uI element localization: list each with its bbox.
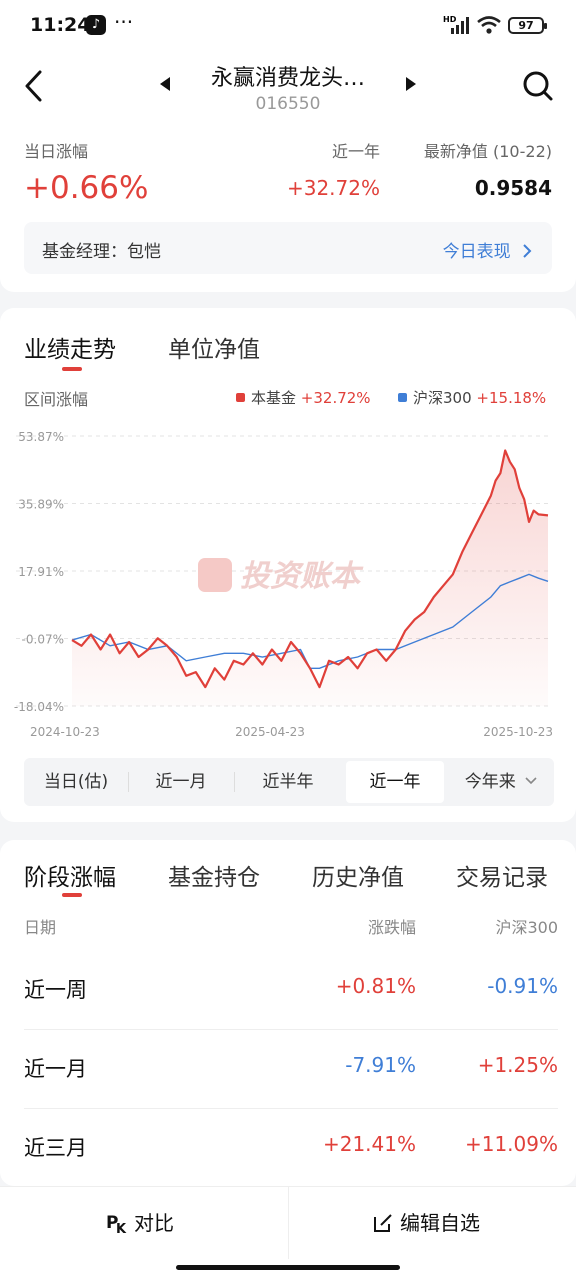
edit-watchlist-button[interactable]: 编辑自选	[372, 1207, 480, 1241]
signal-icon: HD	[443, 15, 469, 34]
row-index-change: +11.09%	[464, 1132, 558, 1156]
column-header-change: 涨跌幅	[367, 918, 416, 937]
tab-active-indicator	[62, 367, 82, 371]
manager-bar[interactable]: 基金经理：包恺 今日表现	[24, 222, 552, 274]
today-performance-label: 今日表现	[442, 242, 511, 262]
y-tick-label: 53.87%	[18, 430, 64, 444]
watermark-text: 投资账本	[240, 559, 364, 594]
svg-text:HD: HD	[443, 15, 457, 24]
battery-icon: 97	[508, 17, 547, 34]
tab-stage-returns[interactable]: 阶段涨幅	[24, 865, 116, 891]
row-index-change: +1.25%	[477, 1053, 558, 1077]
pk-icon: P K	[106, 1213, 127, 1237]
fund-area-fill	[72, 450, 548, 706]
year-change-value: +32.72%	[286, 176, 380, 200]
legend-fund-name: 本基金	[251, 389, 297, 407]
row-period: 近三月	[24, 1136, 87, 1160]
row-period: 近一月	[24, 1057, 87, 1081]
bottom-bar-separator	[288, 1187, 289, 1259]
row-index-change: -0.91%	[487, 974, 558, 998]
table-row: 近一月 -7.91% +1.25%	[24, 1029, 558, 1108]
fund-name: 永赢消费龙头…	[210, 66, 365, 91]
chevron-down-icon	[525, 777, 537, 785]
range-change-label: 区间涨幅	[24, 390, 89, 409]
legend-index-name: 沪深300	[413, 389, 472, 407]
svg-text:P: P	[106, 1213, 118, 1233]
row-divider	[24, 1108, 558, 1109]
column-header-index: 沪深300	[495, 918, 558, 937]
fund-summary: 当日涨幅 +0.66% 近一年 +32.72% 最新净值 (10-22) 0.9…	[0, 132, 576, 292]
legend-index-swatch	[398, 393, 407, 402]
wifi-icon	[477, 16, 501, 34]
back-button[interactable]	[20, 68, 50, 104]
stage-tab-active-indicator	[62, 893, 82, 897]
edit-watchlist-label: 编辑自选	[400, 1211, 480, 1235]
bottom-action-bar: P K 对比 编辑自选	[0, 1186, 576, 1280]
tab-trade-records[interactable]: 交易记录	[456, 865, 548, 891]
legend-fund-value: +32.72%	[300, 389, 371, 407]
period-half-year[interactable]: 近半年	[262, 772, 314, 792]
period-selector: 当日(估) 近一月 近半年 近一年 今年来	[24, 758, 554, 806]
row-fund-change: +0.81%	[335, 974, 416, 998]
table-row: 近一周 +0.81% -0.91%	[24, 950, 558, 1029]
period-ytd[interactable]: 今年来	[448, 758, 554, 806]
more-notifications-icon: ···	[114, 10, 134, 34]
period-separator	[128, 772, 129, 792]
legend-index-value: +15.18%	[476, 389, 547, 407]
row-fund-change: +21.41%	[322, 1132, 416, 1156]
tab-unit-nav[interactable]: 单位净值	[168, 337, 260, 363]
y-tick-label: 17.91%	[18, 565, 64, 579]
period-1-year[interactable]: 近一年	[346, 761, 444, 803]
period-1-month[interactable]: 近一月	[155, 772, 207, 792]
legend-fund: 本基金 +32.72%	[236, 387, 371, 408]
x-tick-label: 2024-10-23	[30, 725, 100, 739]
tiktok-icon: ♪	[86, 15, 106, 35]
stage-returns-card: 阶段涨幅 基金持仓 历史净值 交易记录 日期 涨跌幅 沪深300 近一周 +0.…	[0, 840, 576, 1186]
previous-fund-button[interactable]	[158, 76, 172, 92]
period-today-estimate[interactable]: 当日(估)	[43, 772, 109, 792]
legend-fund-swatch	[236, 393, 245, 402]
svg-text:K: K	[116, 1222, 127, 1234]
status-bar: 11:24 ♪ ··· HD 97	[0, 0, 576, 52]
y-tick-label: 35.89%	[18, 498, 64, 512]
table-row: 近三月 +21.41% +11.09%	[24, 1108, 558, 1187]
compare-button[interactable]: P K 对比	[106, 1207, 174, 1241]
index-series-line	[71, 573, 549, 669]
column-header-date: 日期	[24, 918, 57, 937]
edit-icon	[374, 1214, 392, 1232]
fund-header: 永赢消费龙头… 016550	[0, 52, 576, 132]
nav-label: 最新净值 (10-22)	[423, 142, 552, 161]
status-time: 11:24	[30, 14, 91, 36]
chevron-right-icon	[523, 244, 532, 258]
row-fund-change: -7.91%	[345, 1053, 416, 1077]
year-change-label: 近一年	[331, 142, 380, 161]
performance-chart-card: 业绩走势 单位净值 区间涨幅 本基金 +32.72% 沪深300 +15.18%…	[0, 308, 576, 822]
daily-change-label: 当日涨幅	[24, 142, 89, 161]
fund-manager: 基金经理：包恺	[42, 242, 161, 262]
next-fund-button[interactable]	[404, 76, 418, 92]
fund-series-line	[71, 449, 549, 689]
period-ytd-label: 今年来	[464, 772, 516, 792]
y-tick-label: -18.04%	[14, 700, 64, 714]
y-tick-label: -0.07%	[22, 633, 64, 647]
tab-history-nav[interactable]: 历史净值	[312, 865, 404, 891]
daily-change-value: +0.66%	[24, 170, 149, 206]
search-button[interactable]	[520, 68, 556, 104]
legend-index: 沪深300 +15.18%	[398, 387, 546, 408]
x-tick-label: 2025-10-23	[483, 725, 553, 739]
period-separator	[234, 772, 235, 792]
fund-code: 016550	[255, 94, 321, 114]
watermark-logo-icon	[198, 558, 232, 592]
row-period: 近一周	[24, 978, 87, 1002]
today-performance-link[interactable]: 今日表现	[443, 237, 532, 262]
compare-label: 对比	[134, 1211, 174, 1235]
tab-performance[interactable]: 业绩走势	[24, 337, 116, 363]
performance-chart[interactable]: 53.87% 35.89% 17.91% -0.07% -18.04% 2024-10-…	[0, 420, 576, 750]
home-indicator	[176, 1265, 400, 1270]
x-tick-label: 2025-04-23	[235, 725, 305, 739]
row-divider	[24, 1029, 558, 1030]
watermark: 投资账本	[198, 558, 364, 594]
tab-holdings[interactable]: 基金持仓	[168, 865, 260, 891]
nav-value: 0.9584	[474, 176, 552, 200]
